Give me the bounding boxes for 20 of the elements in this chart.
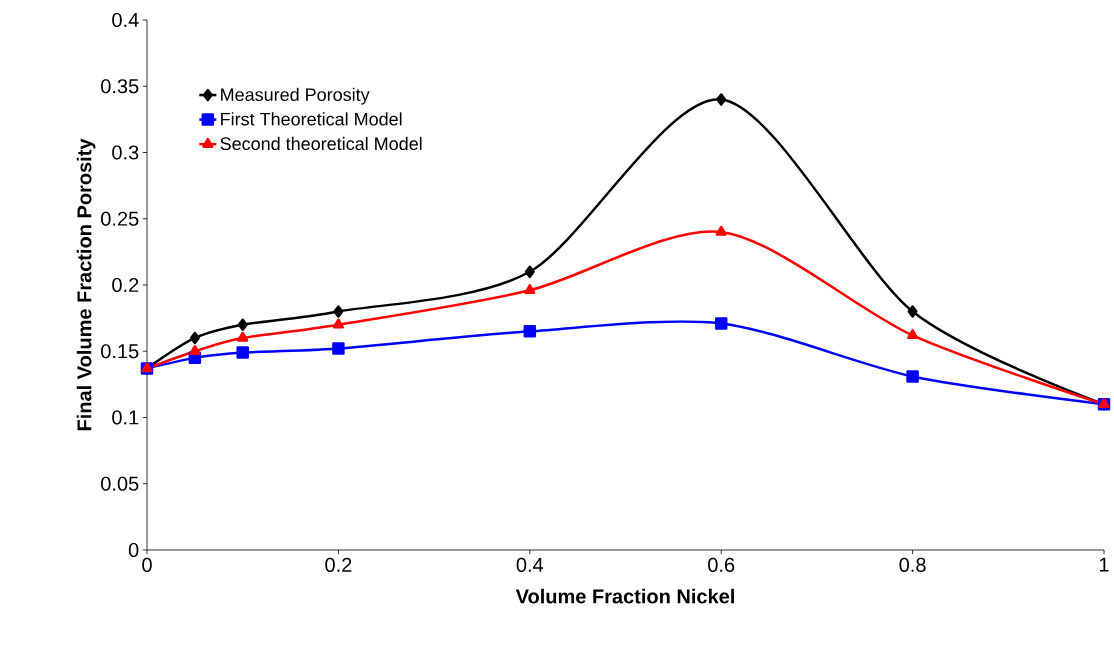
x-tick-label: 0.8	[899, 557, 926, 572]
y-tick-label: 0.35	[101, 79, 139, 94]
x-tick-label: 0	[142, 557, 152, 572]
x-tick-label: 0.4	[516, 557, 544, 572]
y-tick-label: 0.1	[112, 410, 139, 425]
y-tick-label: 0.2	[112, 277, 139, 293]
y-tick-label: 0.15	[101, 344, 139, 359]
y-tick-label: 0.05	[101, 476, 139, 491]
legend-label: Second theoretical Model	[220, 136, 422, 151]
legend-label: First Theoretical Model	[221, 112, 402, 126]
y-tick-label: 0.4	[112, 12, 139, 28]
y-axis-title: Final Volume Fraction Porosity	[76, 138, 96, 431]
x-axis-title: Volume Fraction Nickel	[515, 588, 734, 604]
y-tick-label: 0.25	[101, 211, 139, 226]
y-tick-label: 0.3	[112, 145, 139, 160]
x-tick-label: 0.2	[325, 557, 352, 572]
y-tick-label: 0	[128, 542, 139, 558]
x-tick-label: 0.6	[708, 557, 735, 572]
legend-label: Measured Porosity	[221, 87, 370, 105]
x-tick-label: 1	[1099, 557, 1109, 572]
